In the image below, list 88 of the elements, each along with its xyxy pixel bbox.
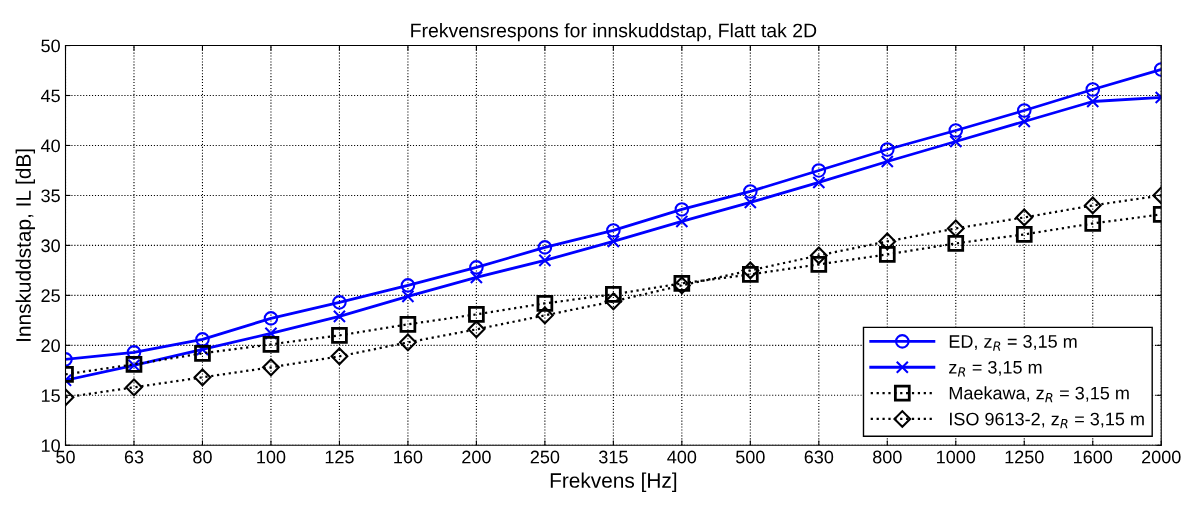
point <box>194 345 211 362</box>
legend-label: ED, z$_{R}$ = 3,15 m <box>949 335 1077 351</box>
x-tick-label: 1600 <box>1074 450 1113 464</box>
x-tick-label: 2000 <box>1142 450 1181 464</box>
point <box>399 316 417 333</box>
legend-label: z$_{R}$ = 3,15 m <box>949 360 1042 377</box>
x-tick-label: 1250 <box>1005 450 1044 464</box>
y-tick-label: 40 <box>40 139 60 153</box>
y-axis-title: Innskuddstap, IL [dB] <box>15 149 36 341</box>
point <box>743 184 758 199</box>
point <box>878 246 896 263</box>
point <box>469 260 484 275</box>
point <box>332 309 347 323</box>
point <box>1017 114 1031 129</box>
x-tick-label: 630 <box>804 450 834 464</box>
point <box>468 306 485 323</box>
x-tick-label: 100 <box>257 450 286 464</box>
point <box>1016 103 1032 118</box>
point <box>1015 226 1033 243</box>
x-tick-label: 1000 <box>937 450 976 464</box>
point <box>1015 208 1034 227</box>
point <box>126 345 142 360</box>
point <box>193 368 212 387</box>
x-tick-label: 125 <box>325 450 354 464</box>
y-tick-label: 10 <box>41 439 60 452</box>
y-tick-label: 35 <box>41 189 60 203</box>
x-tick-label: 315 <box>598 450 628 464</box>
point <box>1085 82 1101 97</box>
point <box>331 327 348 344</box>
point <box>1083 196 1102 215</box>
x-tick-label: 250 <box>530 450 560 464</box>
y-tick-label: 50 <box>41 39 60 53</box>
point <box>880 154 894 169</box>
point <box>195 332 210 347</box>
point <box>536 295 554 312</box>
point <box>948 123 964 138</box>
point <box>809 246 828 265</box>
point <box>262 336 280 353</box>
point <box>401 289 415 303</box>
y-tick-label: 25 <box>41 289 60 303</box>
point <box>195 342 210 356</box>
y-tick-label: 45 <box>40 89 60 103</box>
point <box>810 256 828 273</box>
x-tick-label: 80 <box>193 450 212 464</box>
point <box>949 134 963 149</box>
x-tick-label: 200 <box>462 450 491 464</box>
point <box>947 235 965 252</box>
point <box>330 347 349 366</box>
point <box>535 306 554 325</box>
point <box>743 195 757 210</box>
point <box>741 261 760 280</box>
chart-title: Frekvensrespons for innskuddstap, Flatt tak 2D <box>411 23 817 42</box>
point <box>400 278 416 293</box>
point <box>125 378 143 397</box>
point <box>262 358 280 377</box>
x-tick-label: 63 <box>124 450 144 464</box>
point <box>537 240 553 255</box>
point <box>332 295 347 310</box>
y-tick-label: 30 <box>41 239 60 253</box>
point <box>878 232 897 251</box>
point <box>399 333 417 352</box>
x-axis-title: Frekvens [Hz] <box>550 472 677 492</box>
point <box>674 202 690 217</box>
x-tick-label: 160 <box>394 450 423 464</box>
point <box>946 219 965 238</box>
point <box>604 292 623 311</box>
point <box>675 214 689 229</box>
point <box>467 320 486 339</box>
point <box>1084 215 1102 232</box>
point <box>606 234 620 249</box>
point <box>742 266 759 283</box>
point <box>538 253 552 267</box>
x-tick-label: 400 <box>667 450 697 464</box>
point <box>606 223 621 238</box>
x-tick-label: 800 <box>873 450 902 464</box>
point <box>812 175 826 190</box>
point <box>263 311 279 326</box>
point <box>469 270 483 284</box>
y-tick-label: 20 <box>41 339 60 353</box>
point <box>811 163 827 178</box>
legend-label: ISO 9613-2, z$_{R}$ = 3,15 m <box>950 412 1144 429</box>
point <box>1086 94 1100 109</box>
point <box>880 142 895 157</box>
y-tick-label: 15 <box>41 389 60 403</box>
legend-label: Maekawa, z$_{R}$ = 3,15 m <box>949 386 1129 403</box>
x-tick-label: 500 <box>735 450 765 464</box>
x-tick-label: 50 <box>56 450 75 464</box>
point <box>605 286 622 303</box>
